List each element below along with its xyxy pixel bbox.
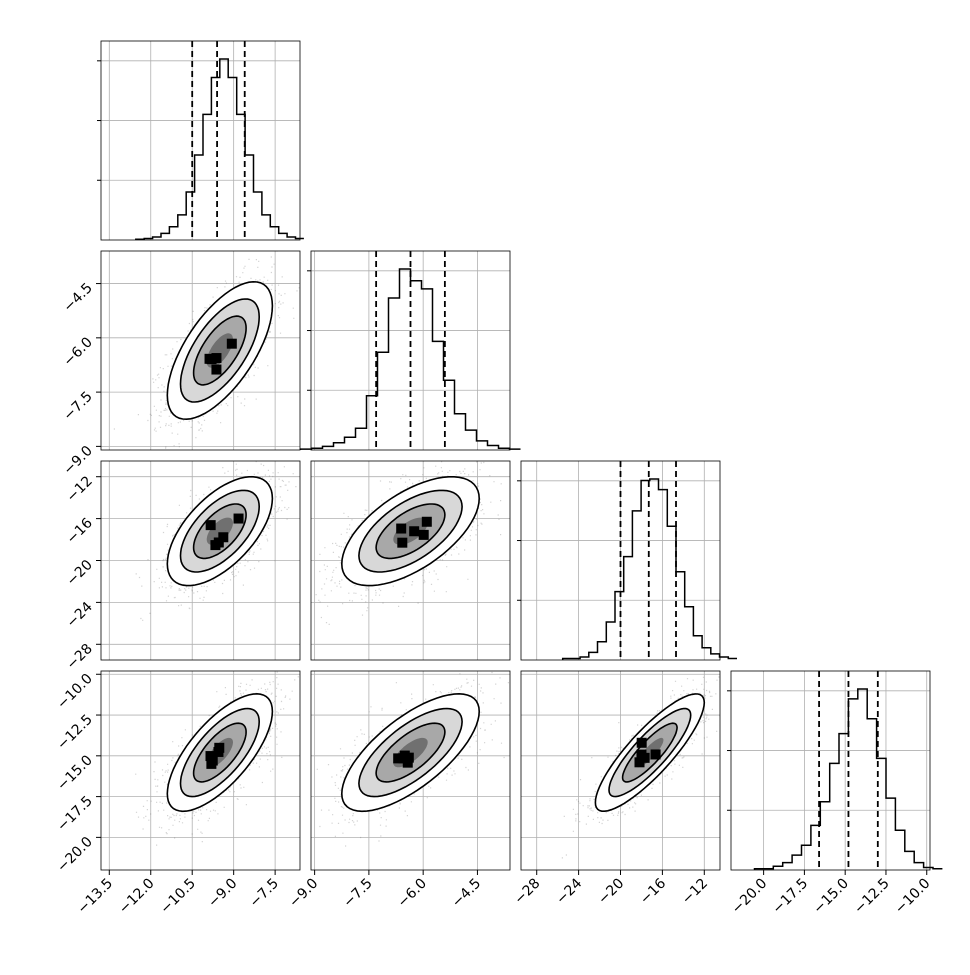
- panel-2-1: [310, 460, 511, 661]
- x-tick-label: −20: [595, 876, 627, 908]
- panel-3-0: [100, 670, 301, 871]
- x-tick-label: −7.5: [340, 876, 375, 911]
- density-core-bin: [396, 523, 407, 534]
- x-tick-label: −24: [553, 875, 585, 907]
- histogram-step: [135, 58, 304, 241]
- x-tick-label: −20.0: [729, 876, 771, 918]
- panel-frame: [730, 670, 931, 871]
- y-tick-label: −12.5: [54, 712, 96, 754]
- y-tick-label: −9.0: [60, 443, 95, 478]
- density-core-bin: [213, 746, 224, 757]
- y-tick-label: −7.5: [60, 389, 95, 424]
- y-tick-label: −6.0: [60, 334, 95, 369]
- density-core-bin: [213, 537, 224, 548]
- panel-frame: [100, 670, 301, 871]
- scatter-point-cloud: [135, 461, 300, 621]
- panel-frame: [310, 250, 511, 451]
- scatter-points: [135, 461, 300, 621]
- panel-content: [311, 671, 509, 847]
- histogram-panel-2: [517, 460, 737, 661]
- density-core-bin: [204, 353, 215, 364]
- panel-frame: [100, 40, 301, 241]
- density-core-bin: [226, 338, 237, 349]
- density-core-bin: [409, 526, 420, 537]
- y-tick-label: −28: [64, 641, 96, 673]
- x-tick-label: −12: [679, 876, 711, 908]
- x-tick-label: −10.0: [892, 876, 934, 918]
- y-tick-label: −10.0: [54, 671, 96, 713]
- density-core-bin: [398, 753, 409, 764]
- x-tick-label: −15.0: [810, 876, 852, 918]
- y-tick-label: −12: [64, 473, 96, 505]
- density-core-bin: [418, 529, 429, 540]
- density-core-bin: [403, 752, 414, 763]
- density-contour: [206, 517, 233, 545]
- density-core-bin: [211, 364, 222, 375]
- histogram-step: [299, 268, 521, 450]
- x-tick-label: −12.5: [851, 876, 893, 918]
- y-tick-label: −20.0: [54, 834, 96, 876]
- panel-1-0: [100, 250, 301, 451]
- x-tick-label: −28: [511, 876, 543, 908]
- y-tick-label: −4.5: [60, 280, 95, 315]
- panel-content: [113, 251, 300, 449]
- density-core-bin: [397, 537, 408, 548]
- density-core-bin: [207, 755, 218, 766]
- x-tick-label: −6.0: [395, 876, 430, 911]
- panel-frame: [310, 670, 511, 871]
- histogram-step: [561, 478, 737, 660]
- x-tick-label: −13.5: [74, 876, 116, 918]
- panel-2-0: [100, 460, 301, 661]
- histogram-panel-0: [97, 40, 304, 241]
- panel-content: [135, 461, 300, 621]
- x-tick-label: −12.0: [116, 876, 158, 918]
- panel-content: [135, 671, 299, 846]
- x-tick-label: −9.0: [205, 876, 240, 911]
- x-tick-label: −16: [637, 875, 669, 907]
- y-tick-label: −17.5: [54, 793, 96, 835]
- density-core-bin: [636, 737, 647, 748]
- panel-frame: [310, 460, 511, 661]
- density-core-bin: [393, 753, 404, 764]
- y-tick-label: −16: [64, 515, 96, 547]
- y-tick-label: −20: [64, 557, 96, 589]
- panel-3-2: [520, 670, 721, 871]
- x-tick-label: −17.5: [770, 876, 812, 918]
- panel-frame: [520, 460, 721, 661]
- density-core-bin: [233, 513, 244, 524]
- density-core-bin: [650, 749, 661, 760]
- panel-content: [315, 461, 502, 625]
- density-core-bin: [205, 520, 216, 531]
- panel-content: [561, 676, 720, 859]
- density-core-bin: [639, 752, 650, 763]
- histogram-panel-3: [727, 670, 943, 871]
- panel-3-1: [310, 670, 511, 871]
- x-tick-label: −7.5: [247, 876, 282, 911]
- panel-frame: [100, 250, 301, 451]
- density-core-bin: [421, 516, 432, 527]
- x-tick-label: −9.0: [286, 876, 321, 911]
- density-core-bin: [634, 757, 645, 768]
- x-tick-label: −10.5: [157, 876, 199, 918]
- y-tick-label: −15.0: [54, 752, 96, 794]
- x-tick-label: −4.5: [449, 876, 484, 911]
- density-core-bin: [211, 353, 222, 364]
- density-core-bin: [218, 532, 229, 543]
- y-tick-label: −24: [64, 599, 96, 631]
- histogram-panel-1: [299, 250, 521, 451]
